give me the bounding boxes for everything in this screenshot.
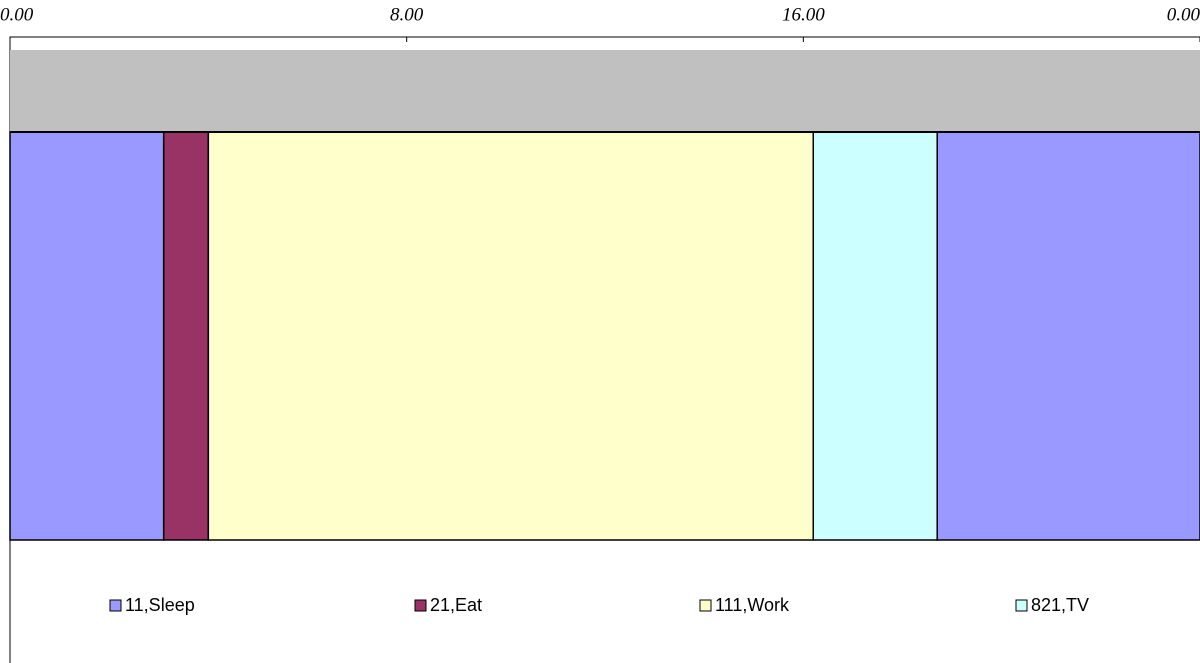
legend-swatch <box>1015 599 1028 612</box>
legend-label: 21,Eat <box>430 595 482 615</box>
activity-segment <box>812 131 938 541</box>
plot-band <box>10 50 1200 132</box>
activity-segment <box>936 131 1200 541</box>
legend-label: 111,Work <box>715 595 790 615</box>
legend-swatch <box>414 599 427 612</box>
legend-label: 821,TV <box>1031 595 1089 615</box>
legend-label: 11,Sleep <box>125 595 195 615</box>
legend-swatch <box>699 599 712 612</box>
x-tick-label: 0.00 <box>1167 4 1200 25</box>
activity-segment <box>162 131 210 541</box>
x-tick-label: 16.00 <box>782 4 825 25</box>
activity-segment <box>9 131 165 541</box>
x-tick-label: 0.00 <box>0 4 34 25</box>
x-tick-label: 8.00 <box>390 4 424 25</box>
legend-swatch <box>109 599 122 612</box>
activity-segment <box>207 131 815 541</box>
